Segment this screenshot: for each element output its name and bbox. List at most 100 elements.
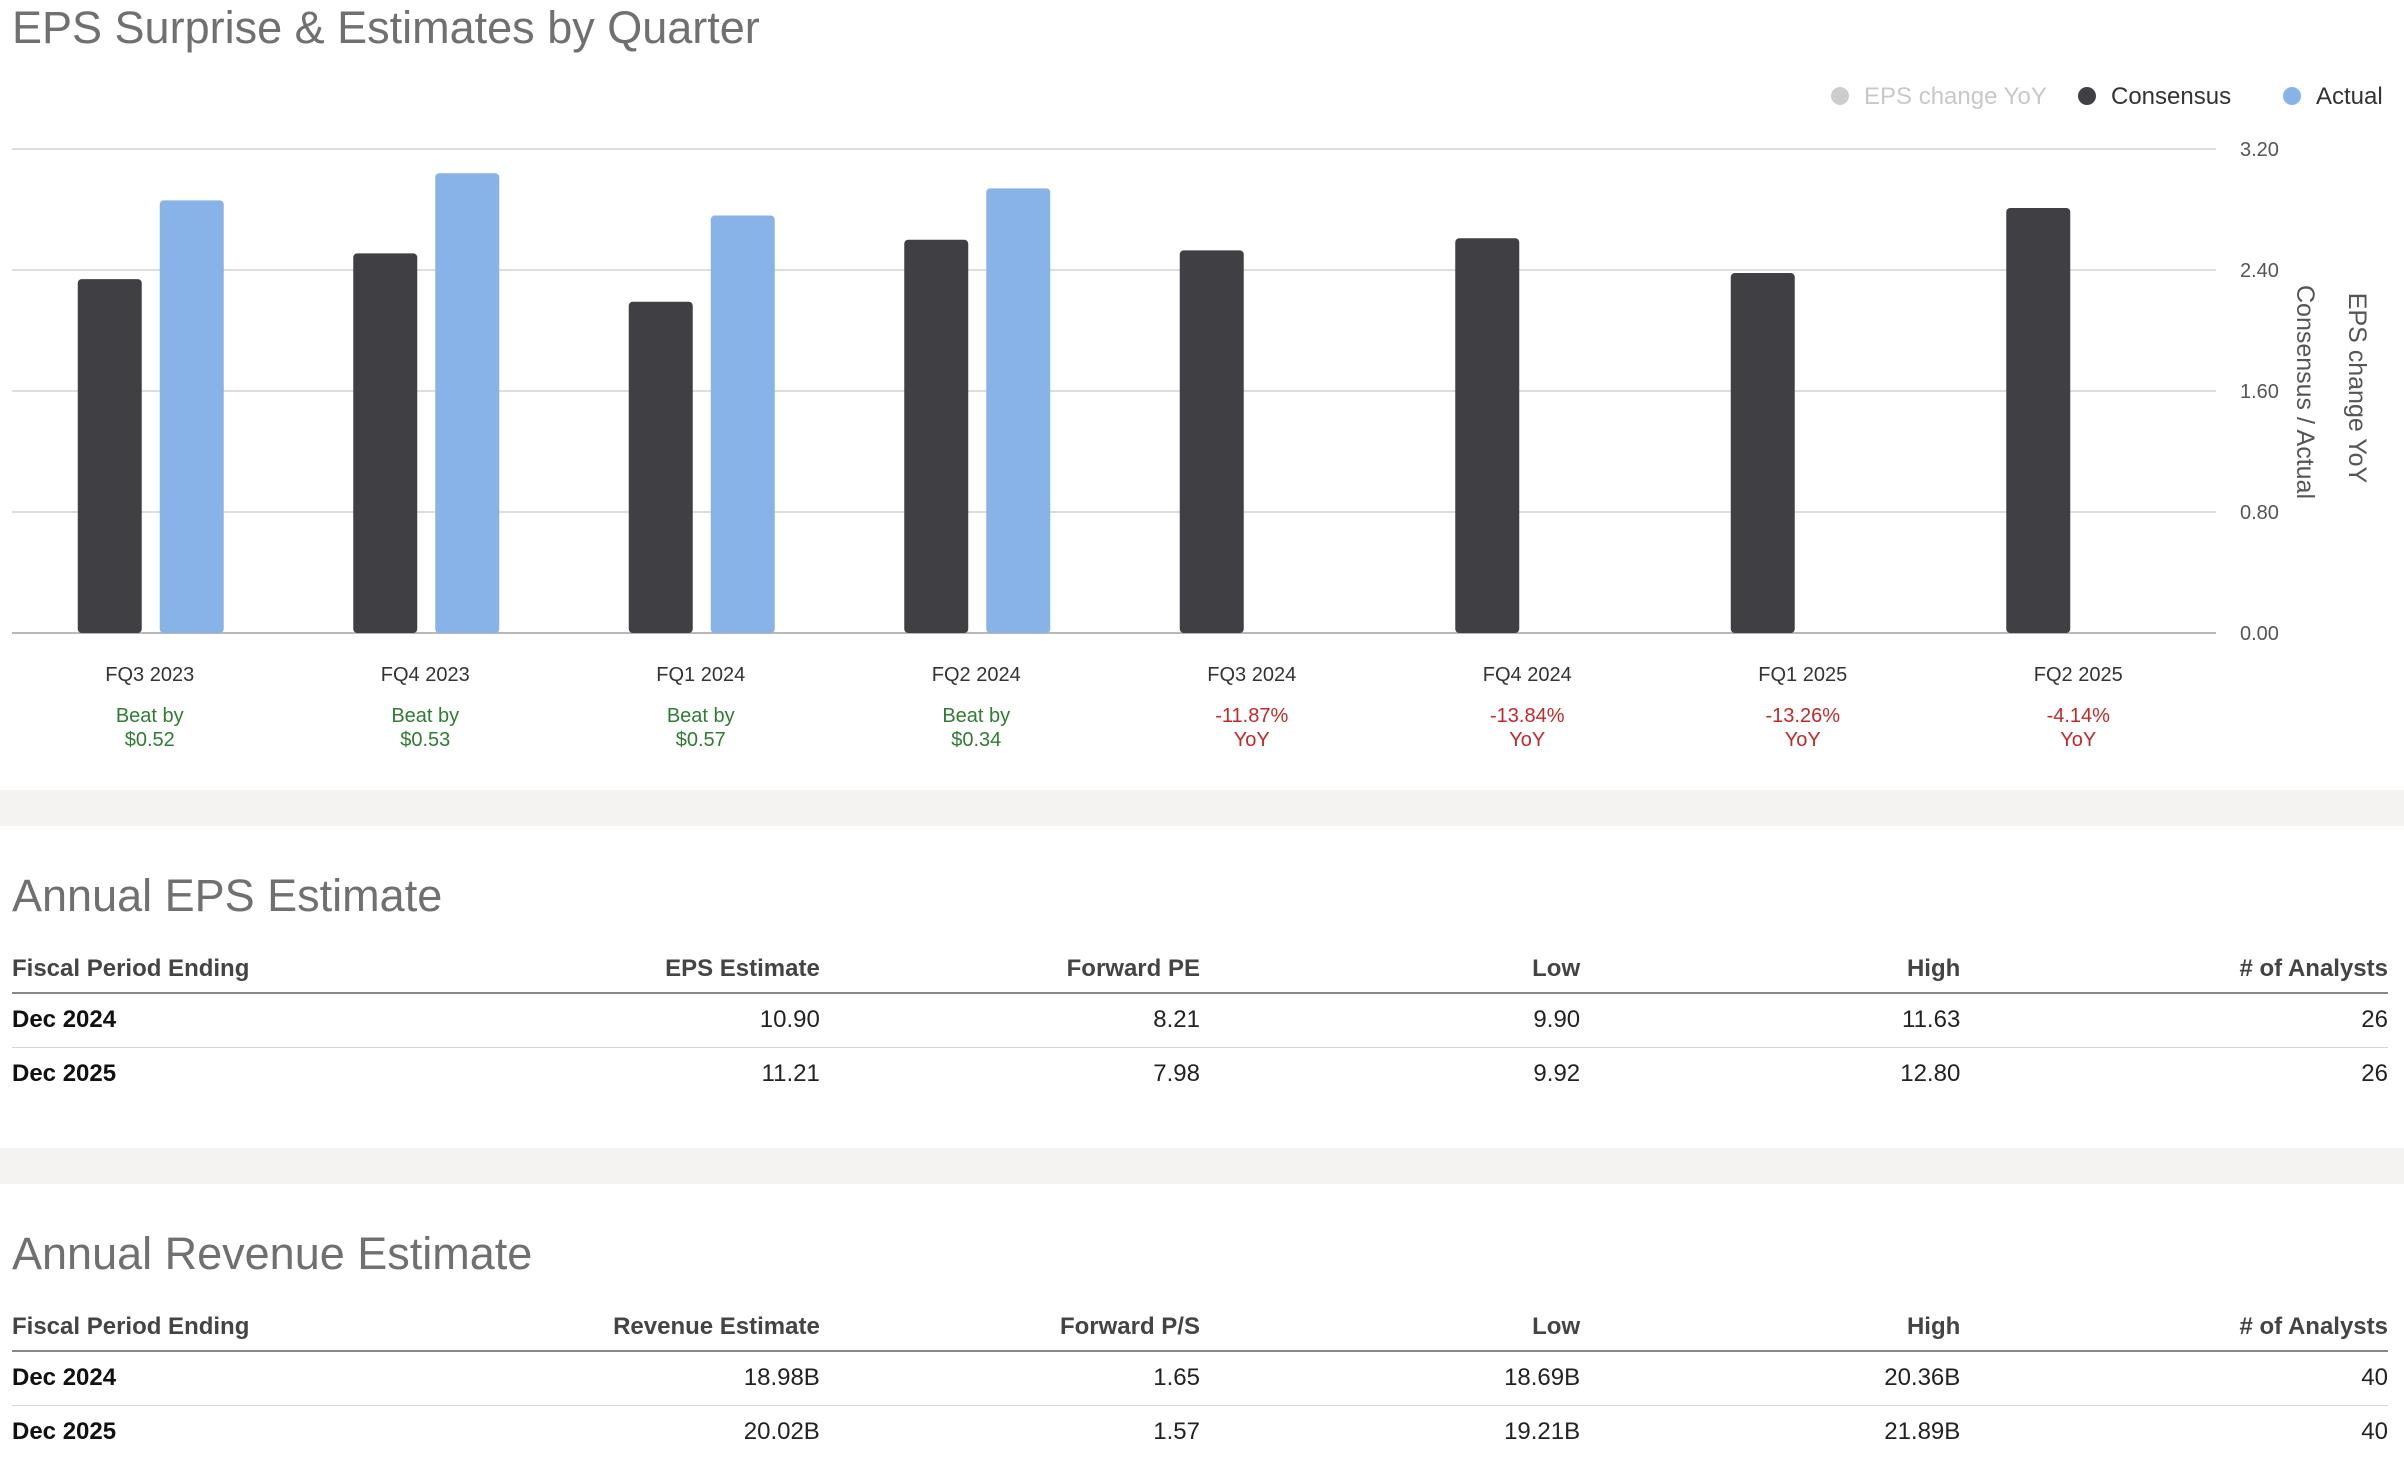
cell-forward-pe: 7.98 xyxy=(1153,1060,1200,1088)
col-low: Low xyxy=(1199,945,1581,994)
eps-chart-section: 0.00 0.80 1.60 2.40 3.20 Consensus / Actual EP… xyxy=(12,2,2383,751)
col-forward-pe: Forward PE xyxy=(819,945,1200,994)
table-row: Dec 2025 11.21 7.98 9.92 12.80 26 xyxy=(12,1047,2388,1101)
col-analysts: # of Analysts xyxy=(1960,1303,2388,1352)
cell-high: 20.36B xyxy=(1580,1351,1961,1406)
annotation-line1: -13.84% xyxy=(1490,705,1565,727)
consensus-bar xyxy=(1730,273,1795,633)
cell-eps-estimate: 11.21 xyxy=(761,1060,820,1088)
cell-high: 11.63 xyxy=(1580,993,1961,1048)
eps-chart: 0.00 0.80 1.60 2.40 3.20 Consensus / Actual EP… xyxy=(12,83,2383,751)
annual-eps-section: Annual EPS Estimate Fiscal Period Ending… xyxy=(0,826,2404,1148)
cell-analysts: 26 xyxy=(2361,1060,2388,1088)
col-revenue-estimate: Revenue Estimate xyxy=(582,1303,820,1352)
x-tick-label: FQ3 2023 xyxy=(105,664,194,686)
consensus-bar xyxy=(353,253,418,634)
x-tick-label: FQ3 2024 xyxy=(1207,664,1296,686)
annotation-line2: YoY xyxy=(2060,729,2096,751)
cell-forward-ps: 1.57 xyxy=(1153,1418,1200,1446)
col-low: Low xyxy=(1199,1303,1581,1352)
x-tick-label: FQ2 2024 xyxy=(932,664,1021,686)
table-row: Dec 2024 18.98B 1.65 18.69B 20.36B 40 xyxy=(12,1351,2388,1406)
table-header-row: Fiscal Period Ending EPS Estimate Forwar… xyxy=(12,945,2388,994)
annual-revenue-title: Annual Revenue Estimate xyxy=(12,1228,533,1279)
cell-period: Dec 2025 xyxy=(12,1418,117,1446)
eps-chart-title: EPS Surprise & Estimates by Quarter xyxy=(12,2,760,53)
annotation-line2: $0.53 xyxy=(400,729,450,751)
col-fiscal-period: Fiscal Period Ending xyxy=(12,1303,583,1352)
cell-low: 19.21B xyxy=(1504,1418,1581,1446)
annotation-line2: $0.57 xyxy=(676,729,726,751)
consensus-bar xyxy=(2006,207,2071,634)
y-tick-label: 0.80 xyxy=(2240,502,2279,524)
annual-eps-table: Fiscal Period Ending EPS Estimate Forwar… xyxy=(12,945,2388,1101)
cell-eps-estimate: 10.90 xyxy=(582,993,820,1048)
cell-high: 21.89B xyxy=(1884,1418,1961,1446)
consensus-bar xyxy=(1179,250,1244,633)
cell-analysts: 26 xyxy=(1960,993,2388,1048)
annotation-line2: YoY xyxy=(1509,729,1545,751)
annotation-line1: Beat by xyxy=(667,705,735,727)
y-axis-title: Consensus / Actual xyxy=(2291,285,2319,499)
annual-revenue-table: Fiscal Period Ending Revenue Estimate Fo… xyxy=(12,1303,2388,1459)
cell-low: 9.90 xyxy=(1199,993,1581,1048)
col-high: High xyxy=(1580,1303,1961,1352)
cell-high: 12.80 xyxy=(1900,1060,1961,1088)
col-forward-ps: Forward P/S xyxy=(819,1303,1200,1352)
actual-bar xyxy=(710,215,775,634)
annotation-line2: YoY xyxy=(1785,729,1821,751)
cell-forward-ps: 1.65 xyxy=(819,1351,1200,1406)
x-tick-label: FQ1 2024 xyxy=(656,664,745,686)
annual-revenue-section: Annual Revenue Estimate Fiscal Period En… xyxy=(0,1184,2404,1482)
x-tick-label: FQ4 2023 xyxy=(381,664,470,686)
y-tick-label: 2.40 xyxy=(2240,260,2279,282)
cell-period: Dec 2024 xyxy=(12,993,583,1048)
consensus-bar xyxy=(1455,238,1520,634)
cell-forward-pe: 8.21 xyxy=(819,993,1200,1048)
annotation-line1: -13.26% xyxy=(1766,705,1841,727)
actual-bar xyxy=(986,188,1051,633)
col-analysts: # of Analysts xyxy=(1960,945,2388,994)
col-eps-estimate: EPS Estimate xyxy=(582,945,820,994)
legend-marker xyxy=(1831,87,1849,105)
legend-label: Actual xyxy=(2316,83,2383,110)
cell-period: Dec 2025 xyxy=(12,1060,117,1088)
y-tick-label: 3.20 xyxy=(2240,139,2279,161)
annotation-line1: Beat by xyxy=(116,705,184,727)
consensus-bar xyxy=(904,239,969,633)
annotation-line1: Beat by xyxy=(391,705,459,727)
cell-analysts: 40 xyxy=(1960,1351,2388,1406)
annotation-line2: YoY xyxy=(1234,729,1270,751)
actual-bar xyxy=(159,200,224,634)
annual-eps-title: Annual EPS Estimate xyxy=(12,870,443,921)
x-tick-label: FQ2 2025 xyxy=(2034,664,2123,686)
legend-marker xyxy=(2078,87,2096,105)
annotation-line2: $0.52 xyxy=(125,729,175,751)
x-tick-label: FQ4 2024 xyxy=(1483,664,1572,686)
annotation-line1: -11.87% xyxy=(1215,705,1288,727)
section-divider xyxy=(0,1148,2404,1184)
cell-revenue-estimate: 20.02B xyxy=(743,1418,820,1446)
actual-bar xyxy=(435,173,500,633)
y2-axis-title: EPS change YoY xyxy=(2343,293,2371,484)
annotation-line2: $0.34 xyxy=(951,729,1001,751)
legend-marker xyxy=(2283,87,2301,105)
annotation-line1: -4.14% xyxy=(2047,705,2111,727)
table-row: Dec 2025 20.02B 1.57 19.21B 21.89B 40 xyxy=(12,1405,2388,1459)
col-high: High xyxy=(1580,945,1961,994)
table-header-row: Fiscal Period Ending Revenue Estimate Fo… xyxy=(12,1303,2388,1352)
cell-low: 18.69B xyxy=(1199,1351,1581,1406)
y-tick-label: 1.60 xyxy=(2240,381,2279,403)
consensus-bar xyxy=(77,279,142,633)
section-divider xyxy=(0,790,2404,826)
table-row: Dec 2024 10.90 8.21 9.90 11.63 26 xyxy=(12,993,2388,1048)
cell-revenue-estimate: 18.98B xyxy=(582,1351,820,1406)
cell-analysts: 40 xyxy=(2361,1418,2388,1446)
consensus-bar xyxy=(628,301,693,633)
annotation-line1: Beat by xyxy=(942,705,1010,727)
legend-label: Consensus xyxy=(2111,83,2231,110)
x-tick-label: FQ1 2025 xyxy=(1758,664,1847,686)
y-tick-label: 0.00 xyxy=(2240,623,2279,645)
cell-period: Dec 2024 xyxy=(12,1351,583,1406)
col-fiscal-period: Fiscal Period Ending xyxy=(12,945,583,994)
